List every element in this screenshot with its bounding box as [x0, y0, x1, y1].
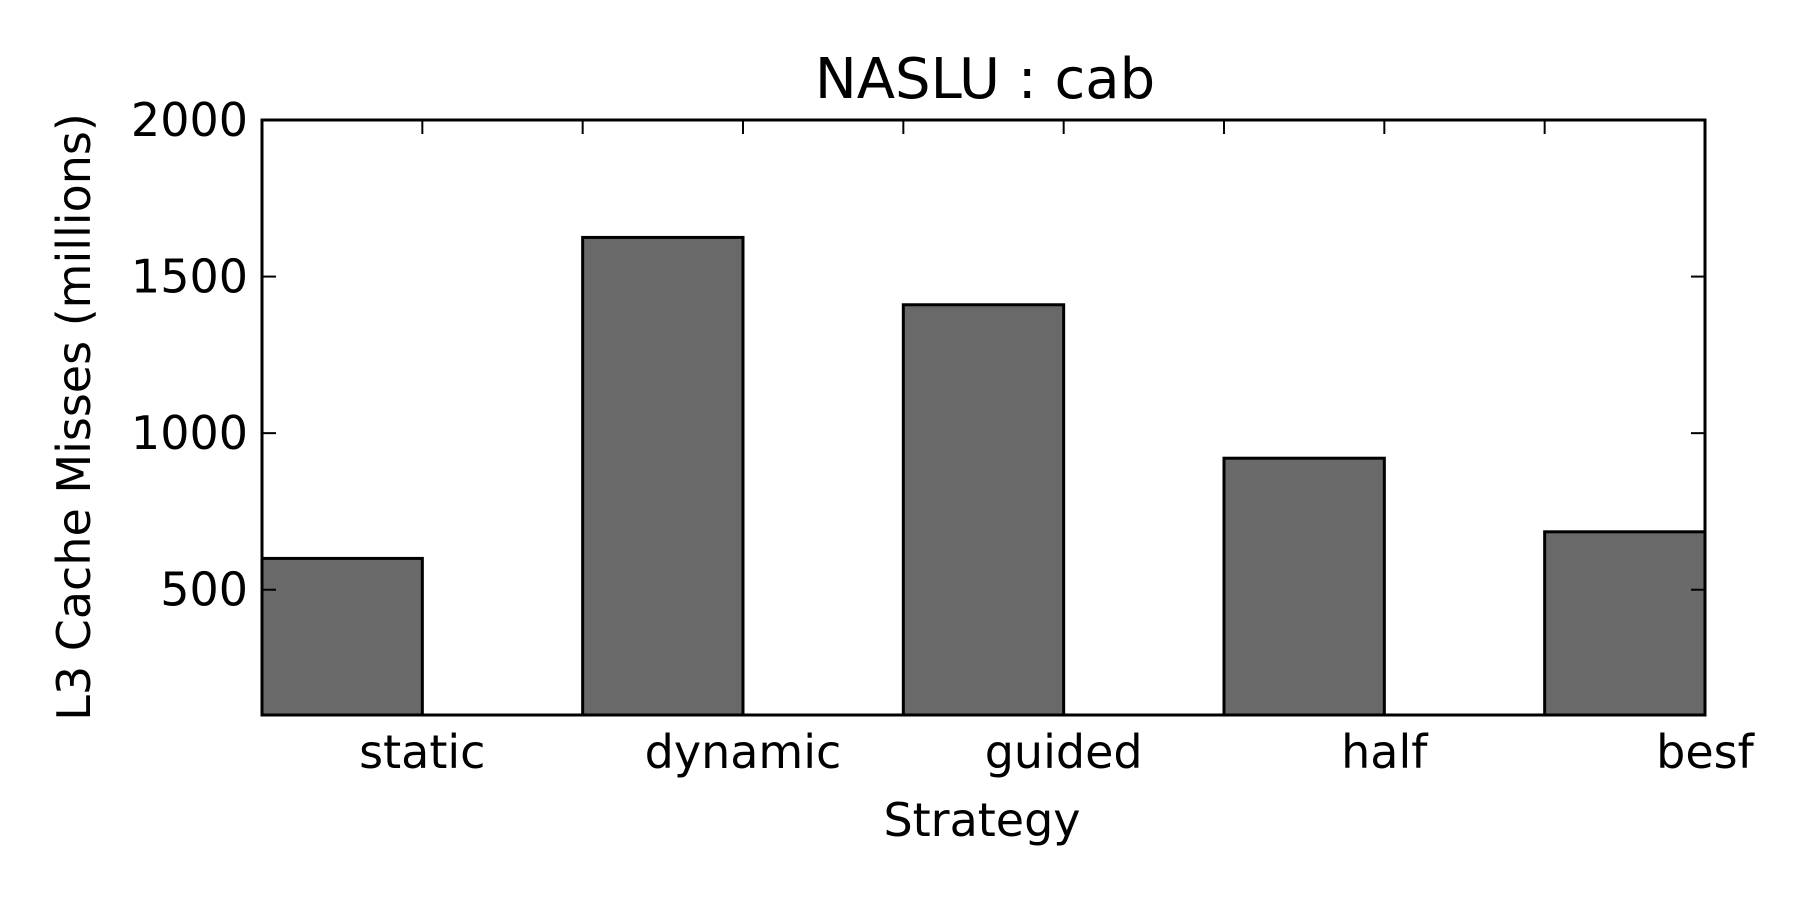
tick-labels: static dynamic guided half besf 500 1000 1500 20…	[131, 93, 1756, 779]
x-tick-label: besf	[1656, 725, 1755, 779]
bar-static	[260, 556, 424, 717]
x-tick-label: dynamic	[645, 725, 842, 779]
x-tick-label: guided	[985, 725, 1143, 779]
chart-title: NASLU : cab	[815, 47, 1155, 112]
y-tick-label: 500	[160, 563, 248, 617]
y-axis-label: L3 Cache Misses (millions)	[47, 113, 101, 721]
x-tick-label: half	[1341, 725, 1429, 779]
y-tick-label: 1000	[131, 406, 248, 460]
bars	[260, 235, 1707, 717]
x-axis-label: Strategy	[883, 793, 1080, 847]
x-tick-label: static	[359, 725, 485, 779]
plot-frame	[260, 118, 1707, 717]
bar-half	[1222, 456, 1386, 717]
bar-dynamic	[581, 235, 745, 717]
y-tick-label: 2000	[131, 93, 248, 147]
bar-guided	[901, 303, 1066, 717]
y-tick-label: 1500	[131, 250, 248, 304]
bar-besf	[1543, 530, 1707, 717]
